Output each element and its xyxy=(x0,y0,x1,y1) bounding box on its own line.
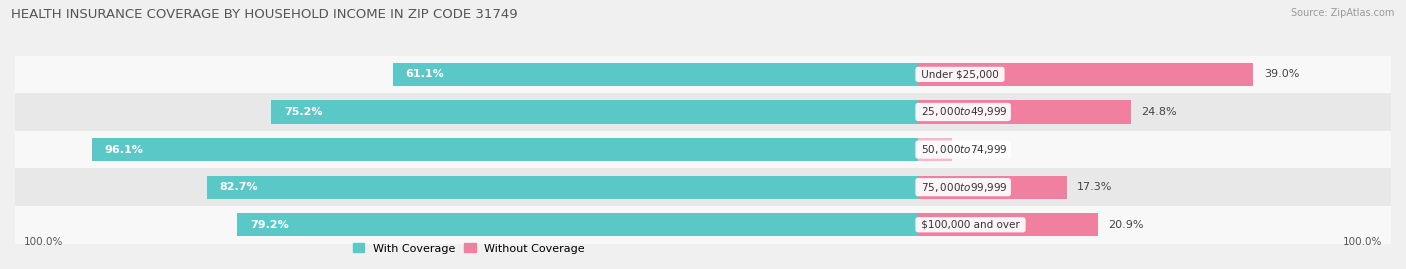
Legend: With Coverage, Without Coverage: With Coverage, Without Coverage xyxy=(353,243,585,254)
Bar xyxy=(918,213,1098,236)
Text: $75,000 to $99,999: $75,000 to $99,999 xyxy=(918,181,1008,194)
Text: 20.9%: 20.9% xyxy=(1108,220,1143,230)
Text: Under $25,000: Under $25,000 xyxy=(918,69,1002,79)
Bar xyxy=(91,138,918,161)
Bar xyxy=(918,175,1067,199)
Text: Source: ZipAtlas.com: Source: ZipAtlas.com xyxy=(1291,8,1395,18)
Bar xyxy=(918,100,1132,124)
Bar xyxy=(15,131,1391,168)
Text: 100.0%: 100.0% xyxy=(24,237,63,247)
Text: $100,000 and over: $100,000 and over xyxy=(918,220,1024,230)
Bar xyxy=(236,213,918,236)
Bar xyxy=(207,175,918,199)
Text: 24.8%: 24.8% xyxy=(1142,107,1177,117)
Bar xyxy=(15,206,1391,243)
Text: 82.7%: 82.7% xyxy=(219,182,259,192)
Bar xyxy=(15,56,1391,93)
Text: 39.0%: 39.0% xyxy=(1264,69,1299,79)
Text: 96.1%: 96.1% xyxy=(104,144,143,155)
Text: HEALTH INSURANCE COVERAGE BY HOUSEHOLD INCOME IN ZIP CODE 31749: HEALTH INSURANCE COVERAGE BY HOUSEHOLD I… xyxy=(11,8,517,21)
Bar xyxy=(918,138,952,161)
Text: 75.2%: 75.2% xyxy=(284,107,323,117)
Bar xyxy=(271,100,918,124)
Bar xyxy=(15,168,1391,206)
Text: 3.9%: 3.9% xyxy=(962,144,990,155)
Text: 100.0%: 100.0% xyxy=(1343,237,1382,247)
Text: $25,000 to $49,999: $25,000 to $49,999 xyxy=(918,105,1008,118)
Bar xyxy=(918,63,1253,86)
Bar xyxy=(15,93,1391,131)
Text: 79.2%: 79.2% xyxy=(250,220,288,230)
Text: 17.3%: 17.3% xyxy=(1077,182,1112,192)
Text: $50,000 to $74,999: $50,000 to $74,999 xyxy=(918,143,1008,156)
Text: 61.1%: 61.1% xyxy=(405,69,444,79)
Bar xyxy=(392,63,918,86)
